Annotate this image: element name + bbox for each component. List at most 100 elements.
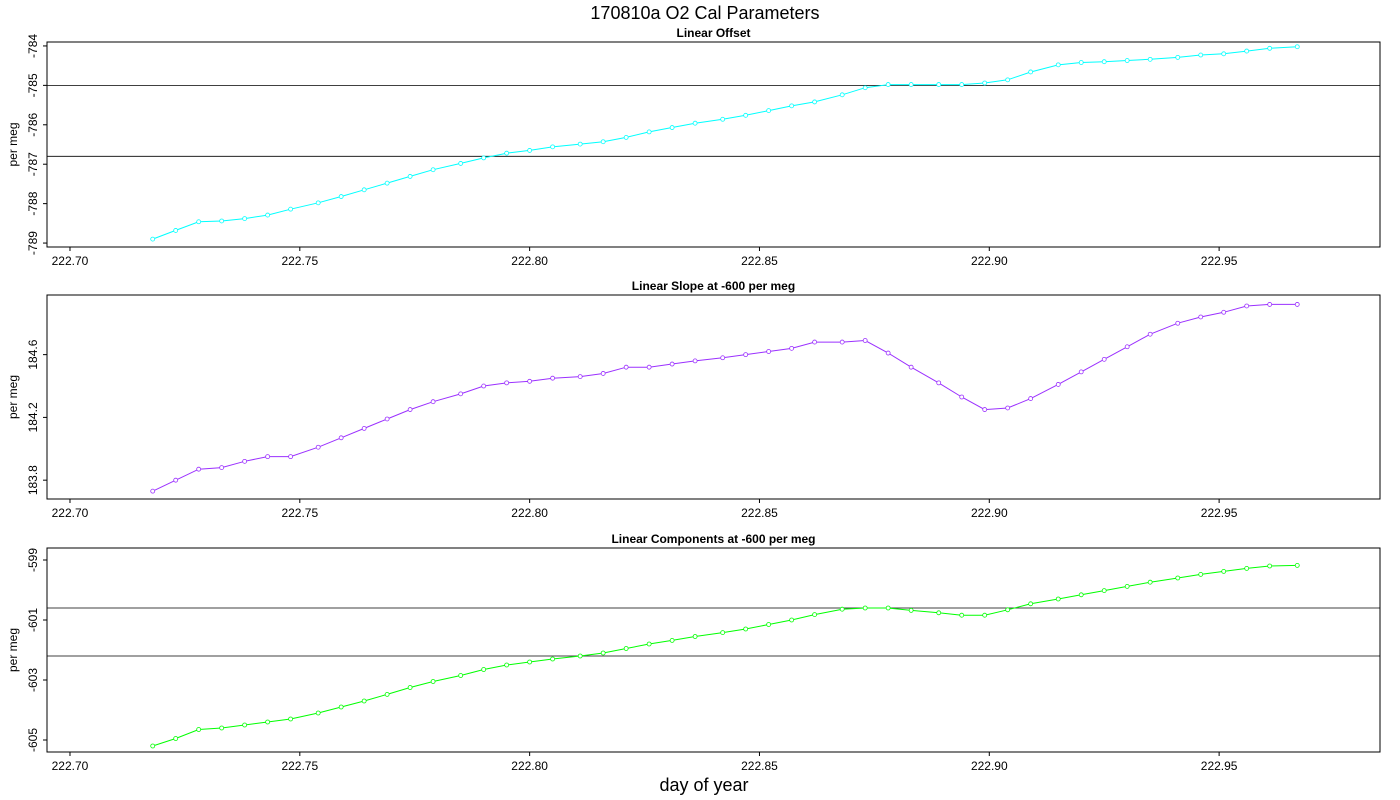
data-point xyxy=(959,394,965,400)
data-point xyxy=(1147,331,1153,337)
data-point xyxy=(384,180,390,186)
data-point xyxy=(338,435,344,441)
data-point xyxy=(1267,45,1273,51)
data-point xyxy=(885,82,891,87)
plot-frame xyxy=(46,41,1381,248)
data-point xyxy=(908,82,914,87)
data-point xyxy=(1101,356,1107,362)
x-tick-label: 222.75 xyxy=(281,254,318,268)
x-tick-label: 222.75 xyxy=(281,506,318,520)
data-point xyxy=(789,345,795,351)
data-point xyxy=(481,383,487,389)
y-tick-label: -788 xyxy=(26,191,40,215)
data-point xyxy=(959,82,965,87)
data-point xyxy=(315,200,321,206)
data-point xyxy=(458,673,464,678)
data-point xyxy=(458,391,464,397)
y-tick-label: -785 xyxy=(26,73,40,97)
data-point xyxy=(1175,320,1181,326)
data-point xyxy=(265,454,271,460)
data-point xyxy=(1124,584,1130,589)
data-point xyxy=(196,466,202,472)
data-point xyxy=(315,444,321,450)
data-point xyxy=(504,662,510,668)
y-tick-label: -786 xyxy=(26,112,40,136)
data-point xyxy=(361,187,367,193)
data-point xyxy=(265,719,271,725)
plot-frame xyxy=(46,294,1381,500)
data-point xyxy=(936,610,942,616)
data-point xyxy=(173,477,179,483)
data-point xyxy=(384,692,390,697)
data-point xyxy=(669,125,675,130)
data-point xyxy=(839,606,845,612)
data-point xyxy=(242,458,248,464)
data-point xyxy=(743,626,749,632)
x-tick-label: 222.80 xyxy=(511,506,548,520)
data-point xyxy=(1294,563,1300,568)
data-point xyxy=(481,155,487,161)
data-point xyxy=(959,612,965,618)
data-point xyxy=(839,92,845,98)
panel-title: Linear Slope at -600 per meg xyxy=(632,279,795,293)
y-axis-label: per meg xyxy=(6,122,20,166)
data-point xyxy=(219,218,225,224)
data-point xyxy=(908,364,914,370)
data-point xyxy=(527,659,533,665)
data-point xyxy=(1005,77,1011,83)
data-point xyxy=(982,80,988,86)
data-point xyxy=(1101,588,1107,593)
data-point xyxy=(481,667,487,672)
data-point xyxy=(1078,369,1084,375)
data-point xyxy=(242,216,248,222)
data-point xyxy=(789,617,795,623)
data-point xyxy=(1175,54,1181,60)
data-point xyxy=(692,358,698,364)
data-point xyxy=(862,85,868,91)
data-point xyxy=(669,361,675,367)
x-tick-label: 222.70 xyxy=(52,254,89,268)
data-point xyxy=(862,605,868,611)
data-point xyxy=(242,722,248,728)
x-tick-label: 222.80 xyxy=(511,254,548,268)
data-point xyxy=(150,743,156,749)
data-point xyxy=(1294,44,1300,50)
data-point xyxy=(743,112,749,118)
data-point xyxy=(692,634,698,639)
data-point xyxy=(839,339,845,345)
data-point xyxy=(766,108,772,113)
data-point xyxy=(1244,48,1250,54)
data-point xyxy=(407,174,413,179)
panels: Linear Offset 222.70 222.75 222.80 222.85 222… xyxy=(6,26,1381,773)
x-tick-label: 222.95 xyxy=(1201,506,1238,520)
data-point xyxy=(1221,569,1227,574)
y-tick-label: -789 xyxy=(26,231,40,255)
data-point xyxy=(1124,344,1130,350)
data-point xyxy=(458,161,464,166)
data-point xyxy=(600,650,606,656)
data-point xyxy=(288,454,294,460)
data-point xyxy=(812,99,818,105)
data-point xyxy=(743,352,749,358)
data-point xyxy=(623,646,629,651)
y-axis-label: per meg xyxy=(6,375,20,419)
data-point xyxy=(720,355,726,361)
series-line xyxy=(152,46,1298,240)
panel-title: Linear Components at -600 per meg xyxy=(611,532,815,546)
data-point xyxy=(1124,58,1130,63)
data-point xyxy=(646,364,652,370)
data-point xyxy=(692,120,698,126)
data-point xyxy=(1147,56,1153,62)
y-tick-label: 183.8 xyxy=(26,465,40,495)
data-point xyxy=(623,135,629,140)
data-point xyxy=(1005,405,1011,411)
data-point xyxy=(150,236,156,242)
data-point xyxy=(1028,69,1034,75)
data-point xyxy=(720,116,726,122)
x-tick-label: 222.75 xyxy=(281,759,318,773)
data-point xyxy=(288,716,294,722)
data-point xyxy=(862,338,868,343)
data-point xyxy=(1198,572,1204,577)
data-point xyxy=(338,704,344,710)
